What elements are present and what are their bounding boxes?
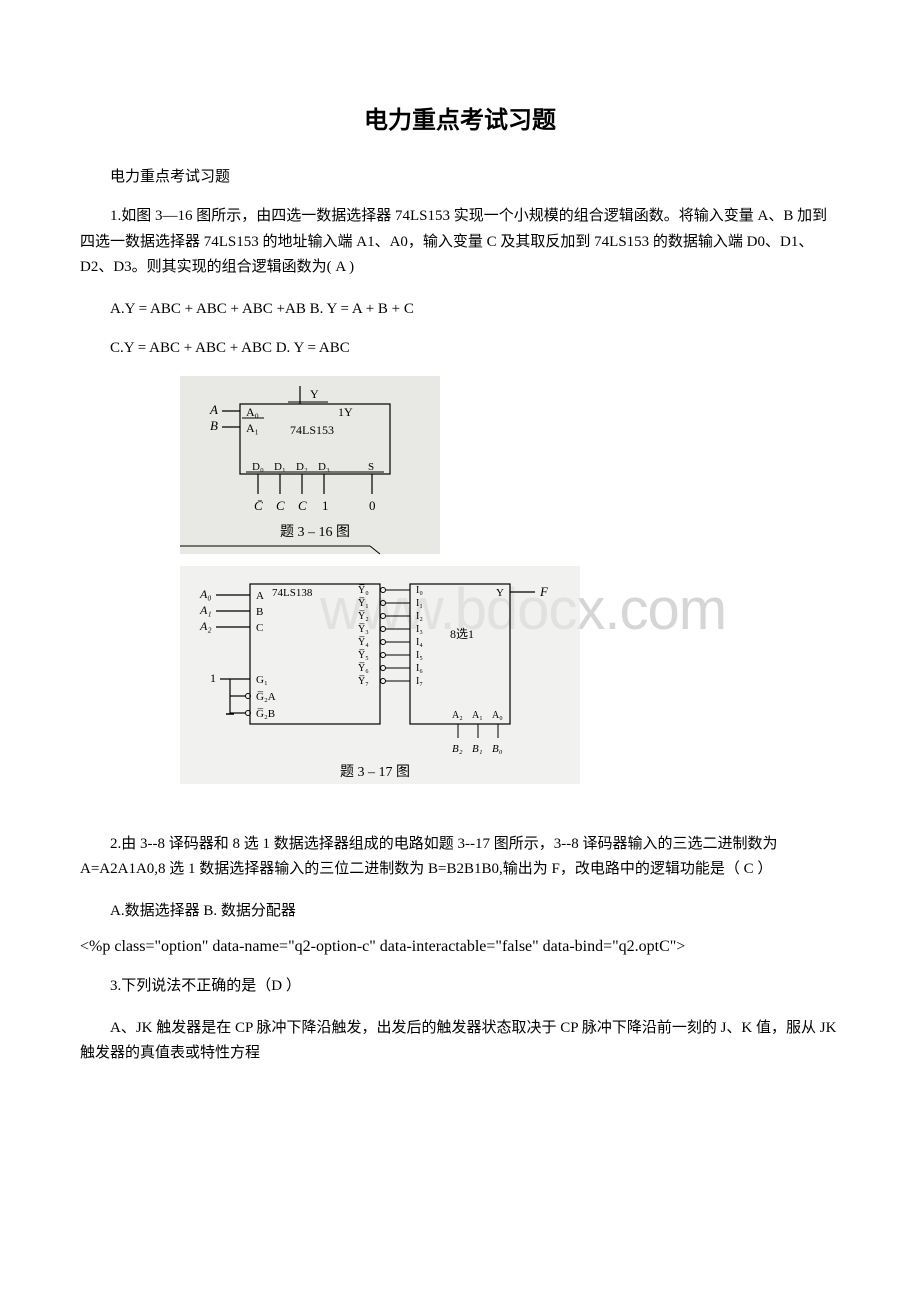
fig2-g1: G₁ — [256, 674, 268, 686]
fig1-a0: A₀ — [246, 405, 259, 419]
page-title: 电力重点考试习题 — [80, 100, 840, 135]
svg-text:I₂: I₂ — [416, 611, 423, 622]
fig1-cbar: C̄ — [254, 498, 263, 513]
svg-text:Y̅₀: Y̅₀ — [358, 584, 369, 595]
fig2-ina: A — [256, 590, 264, 602]
fig2-a0in: A₀ — [199, 587, 212, 601]
fig1-one: 1 — [322, 498, 329, 513]
fig2-b0: B₀ — [492, 743, 503, 755]
fig2-inc: C — [256, 622, 263, 634]
svg-text:I₁: I₁ — [416, 598, 423, 609]
svg-text:I₀: I₀ — [416, 585, 423, 596]
fig1-a1: A₁ — [246, 421, 259, 435]
figure-3-17: www.bdocx.com 74LS138 A₀ A A₁ B A₂ C 1 G… — [180, 566, 840, 786]
fig2-outy: Y — [496, 587, 504, 599]
q2-option-a: A.数据选择器 B. 数据分配器 — [80, 899, 840, 925]
svg-text:I₇: I₇ — [416, 676, 423, 687]
fig2-a1b: A₁ — [472, 710, 483, 721]
fig2-chip2: 8选1 — [450, 627, 474, 641]
fig2-f: F — [539, 584, 549, 599]
fig1-c1: C — [276, 498, 285, 513]
svg-text:Y̅₃: Y̅₃ — [358, 623, 369, 634]
fig1-chip: 74LS153 — [290, 423, 334, 437]
svg-text:Y̅₅: Y̅₅ — [358, 649, 369, 660]
svg-text:Y̅₆: Y̅₆ — [358, 662, 369, 673]
fig2-a1in: A₁ — [199, 603, 212, 617]
fig2-g2a: G̅₂A — [256, 691, 276, 703]
q3-stem: 3.下列说法不正确的是（D ） — [80, 974, 840, 1000]
fig2-a2in: A₂ — [199, 619, 212, 633]
fig1-b: B — [210, 418, 218, 433]
fig1-d1: D₁ — [274, 461, 286, 473]
q2-stem: 2.由 3--8 译码器和 8 选 1 数据选择器组成的电路如题 3--17 图… — [80, 832, 840, 883]
fig1-d2: D₂ — [296, 461, 308, 473]
fig1-d0: D₀ — [252, 461, 264, 473]
fig2-g2b: G̅₂B — [256, 708, 275, 720]
svg-text:Y̅₂: Y̅₂ — [358, 610, 369, 621]
fig1-d3: D₃ — [318, 461, 330, 473]
svg-text:I₃: I₃ — [416, 624, 423, 635]
fig2-a0b: A₀ — [492, 710, 503, 721]
svg-text:Y̅₇: Y̅₇ — [358, 675, 369, 686]
fig1-s: S — [368, 461, 374, 473]
fig2-caption: 题 3 – 17 图 — [340, 765, 410, 780]
subtitle: 电力重点考试习题 — [80, 165, 840, 186]
svg-text:Y̅₁: Y̅₁ — [358, 597, 369, 608]
svg-text:I₅: I₅ — [416, 650, 423, 661]
fig2-b2: B₂ — [452, 743, 463, 755]
q3-option-a: A、JK 触发器是在 CP 脉冲下降沿触发，出发后的触发器状态取决于 CP 脉冲… — [80, 1016, 840, 1067]
fig1-caption: 题 3 – 16 图 — [280, 525, 350, 540]
fig2-one: 1 — [210, 671, 216, 685]
fig1-c2: C — [298, 498, 307, 513]
fig1-zero: 0 — [369, 498, 376, 513]
svg-text:I₄: I₄ — [416, 637, 423, 648]
q1-option-c: C.Y = ABC + ABC + ABC D. Y = ABC — [80, 336, 840, 362]
q1-stem: 1.如图 3—16 图所示，由四选一数据选择器 74LS153 实现一个小规模的… — [80, 204, 840, 281]
fig1-1y: 1Y — [338, 405, 353, 419]
figure-3-16: Y 1Y A A₀ B A₁ 74LS153 D₀ D₁ D₂ D₃ S C̄ … — [180, 376, 840, 556]
q1-option-a: A.Y = ABC + ABC + ABC +AB B. Y = A + B +… — [80, 297, 840, 323]
fig2-a2b: A₂ — [452, 710, 463, 721]
svg-text:I₆: I₆ — [416, 663, 423, 674]
fig2-b1: B₁ — [472, 743, 483, 755]
svg-text:Y̅₄: Y̅₄ — [358, 636, 369, 647]
fig2-chip1: 74LS138 — [272, 587, 313, 599]
fig1-a: A — [209, 402, 218, 417]
fig2-inb: B — [256, 606, 263, 618]
fig1-y: Y — [310, 387, 319, 401]
